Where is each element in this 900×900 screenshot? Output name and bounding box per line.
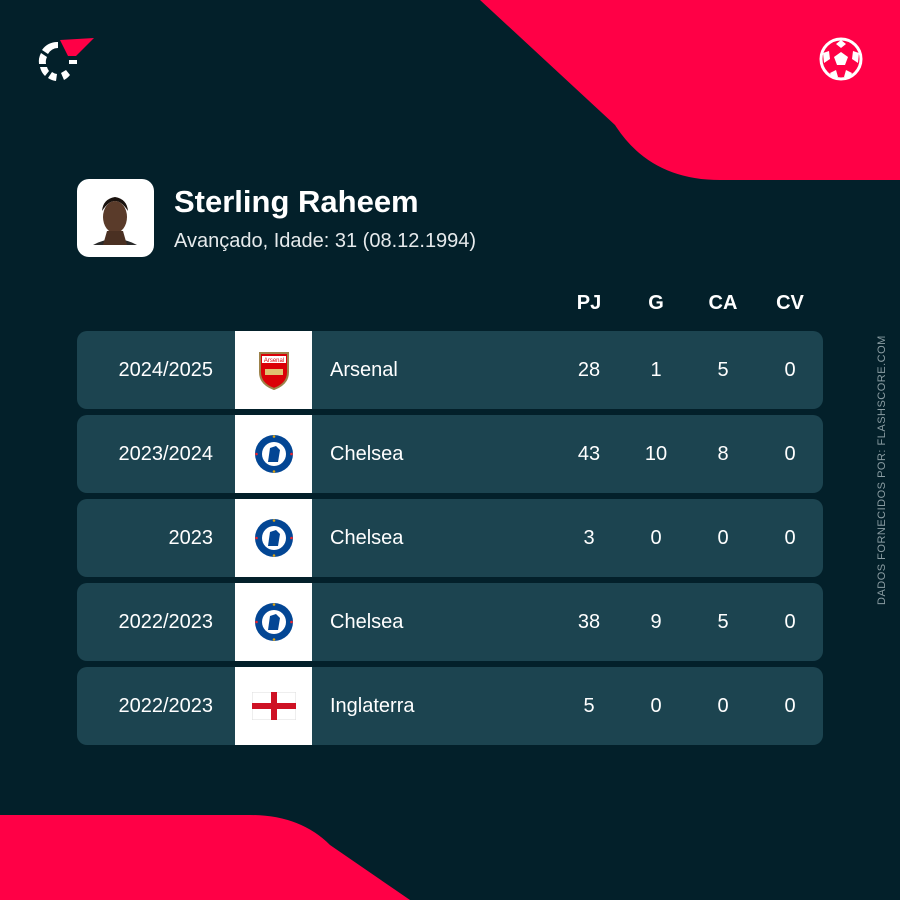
flashscore-logo-icon <box>38 38 94 81</box>
stat-cv: 0 <box>784 527 796 549</box>
football-icon <box>819 37 863 81</box>
chelsea-crest-icon <box>235 415 312 493</box>
stat-cv: 0 <box>784 611 796 633</box>
table-row: 2023 Chelsea 3 0 0 0 <box>77 499 823 577</box>
england-flag-icon <box>235 667 312 745</box>
team-name: Chelsea <box>330 443 404 465</box>
stat-ca: 0 <box>717 527 729 549</box>
column-header-ca: CA <box>708 292 738 314</box>
stat-cv: 0 <box>784 359 796 381</box>
stat-cv: 0 <box>784 443 796 465</box>
chelsea-crest-icon <box>235 583 312 661</box>
stat-g: 10 <box>644 443 668 465</box>
arsenal-crest-icon: Arsenal <box>235 331 312 409</box>
stat-pj: 43 <box>577 443 601 465</box>
table-row: 2024/2025 Arsenal Arsenal 28 1 5 0 <box>77 331 823 409</box>
stat-cv: 0 <box>784 695 796 717</box>
player-avatar <box>77 179 154 257</box>
stat-pj: 3 <box>583 527 595 549</box>
stat-pj: 28 <box>577 359 601 381</box>
stat-g: 0 <box>650 695 662 717</box>
column-header-cv: CV <box>776 292 804 314</box>
season: 2023 <box>168 527 214 549</box>
stat-ca: 8 <box>717 443 729 465</box>
team-name: Chelsea <box>330 611 404 633</box>
svg-text:Arsenal: Arsenal <box>263 358 283 364</box>
player-name: Sterling Raheem <box>174 184 419 219</box>
season: 2023/2024 <box>118 443 213 465</box>
data-credit: DADOS FORNECIDOS POR: FLASHSCORE.COM <box>876 335 888 605</box>
team-name: Arsenal <box>330 359 398 381</box>
table-row: 2023/2024 Chelsea 43 10 8 0 <box>77 415 823 493</box>
stat-ca: 0 <box>717 695 729 717</box>
table-row: 2022/2023 Chelsea 38 9 5 0 <box>77 583 823 661</box>
season: 2022/2023 <box>118 695 213 717</box>
team-name: Inglaterra <box>330 695 415 717</box>
column-header-pj: PJ <box>576 292 602 314</box>
stat-pj: 38 <box>577 611 601 633</box>
chelsea-crest-icon <box>235 499 312 577</box>
column-header-g: G <box>648 292 664 314</box>
stat-g: 9 <box>650 611 662 633</box>
season: 2024/2025 <box>118 359 213 381</box>
stat-g: 1 <box>650 359 662 381</box>
stat-g: 0 <box>650 527 662 549</box>
team-name: Chelsea <box>330 527 404 549</box>
table-row: 2022/2023 Inglaterra 5 0 0 0 <box>77 667 823 745</box>
player-subtitle: Avançado, Idade: 31 (08.12.1994) <box>174 230 477 252</box>
season: 2022/2023 <box>118 611 213 633</box>
stat-pj: 5 <box>583 695 595 717</box>
stat-ca: 5 <box>717 359 729 381</box>
stat-ca: 5 <box>717 611 729 633</box>
